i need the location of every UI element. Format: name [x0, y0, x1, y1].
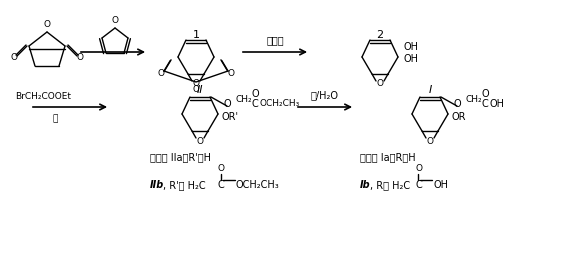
Text: C: C — [481, 99, 488, 109]
Text: , R为 H₂C: , R为 H₂C — [370, 180, 410, 190]
Text: C: C — [218, 180, 225, 190]
Text: O: O — [193, 85, 199, 94]
Text: 2: 2 — [377, 30, 383, 40]
Text: O: O — [453, 99, 461, 109]
Text: OH: OH — [403, 54, 418, 64]
Text: O: O — [251, 89, 258, 99]
Text: O: O — [415, 164, 422, 173]
Text: Ib: Ib — [360, 180, 370, 190]
Text: CH₂: CH₂ — [235, 96, 252, 105]
Text: O: O — [43, 20, 51, 29]
Text: OH: OH — [403, 42, 418, 52]
Text: 笋: 笋 — [52, 114, 57, 123]
Text: O: O — [427, 136, 434, 145]
Text: CH₂: CH₂ — [465, 96, 481, 105]
Text: C: C — [251, 99, 258, 109]
Text: C: C — [415, 180, 422, 190]
Text: O: O — [11, 53, 17, 62]
Text: O: O — [223, 99, 231, 109]
Text: O: O — [77, 53, 83, 62]
Text: I: I — [428, 85, 432, 95]
Text: O: O — [193, 79, 199, 88]
Text: O: O — [481, 89, 489, 99]
Text: OH: OH — [489, 99, 504, 109]
Text: OR': OR' — [221, 112, 238, 122]
Text: IIb: IIb — [150, 180, 164, 190]
Text: OR: OR — [451, 112, 466, 122]
Text: 其中， IIa，R'为H: 其中， IIa，R'为H — [150, 152, 211, 162]
Text: O: O — [111, 16, 118, 25]
Text: OH: OH — [433, 180, 448, 190]
Text: O: O — [377, 79, 383, 88]
Text: BrCH₂COOEt: BrCH₂COOEt — [15, 92, 71, 101]
Text: O: O — [227, 69, 235, 78]
Text: 笋/H₂O: 笋/H₂O — [311, 90, 339, 100]
Text: O: O — [196, 136, 203, 145]
Text: II: II — [196, 85, 203, 95]
Text: OCH₂CH₃: OCH₂CH₃ — [259, 99, 300, 108]
Text: O: O — [158, 69, 164, 78]
Text: O: O — [218, 164, 225, 173]
Text: OCH₂CH₃: OCH₂CH₃ — [236, 180, 280, 190]
Text: 1: 1 — [193, 30, 199, 40]
Text: 其中， Ia，R为H: 其中， Ia，R为H — [360, 152, 415, 162]
Text: 还原剂: 还原剂 — [266, 35, 284, 45]
Text: , R'为 H₂C: , R'为 H₂C — [163, 180, 205, 190]
